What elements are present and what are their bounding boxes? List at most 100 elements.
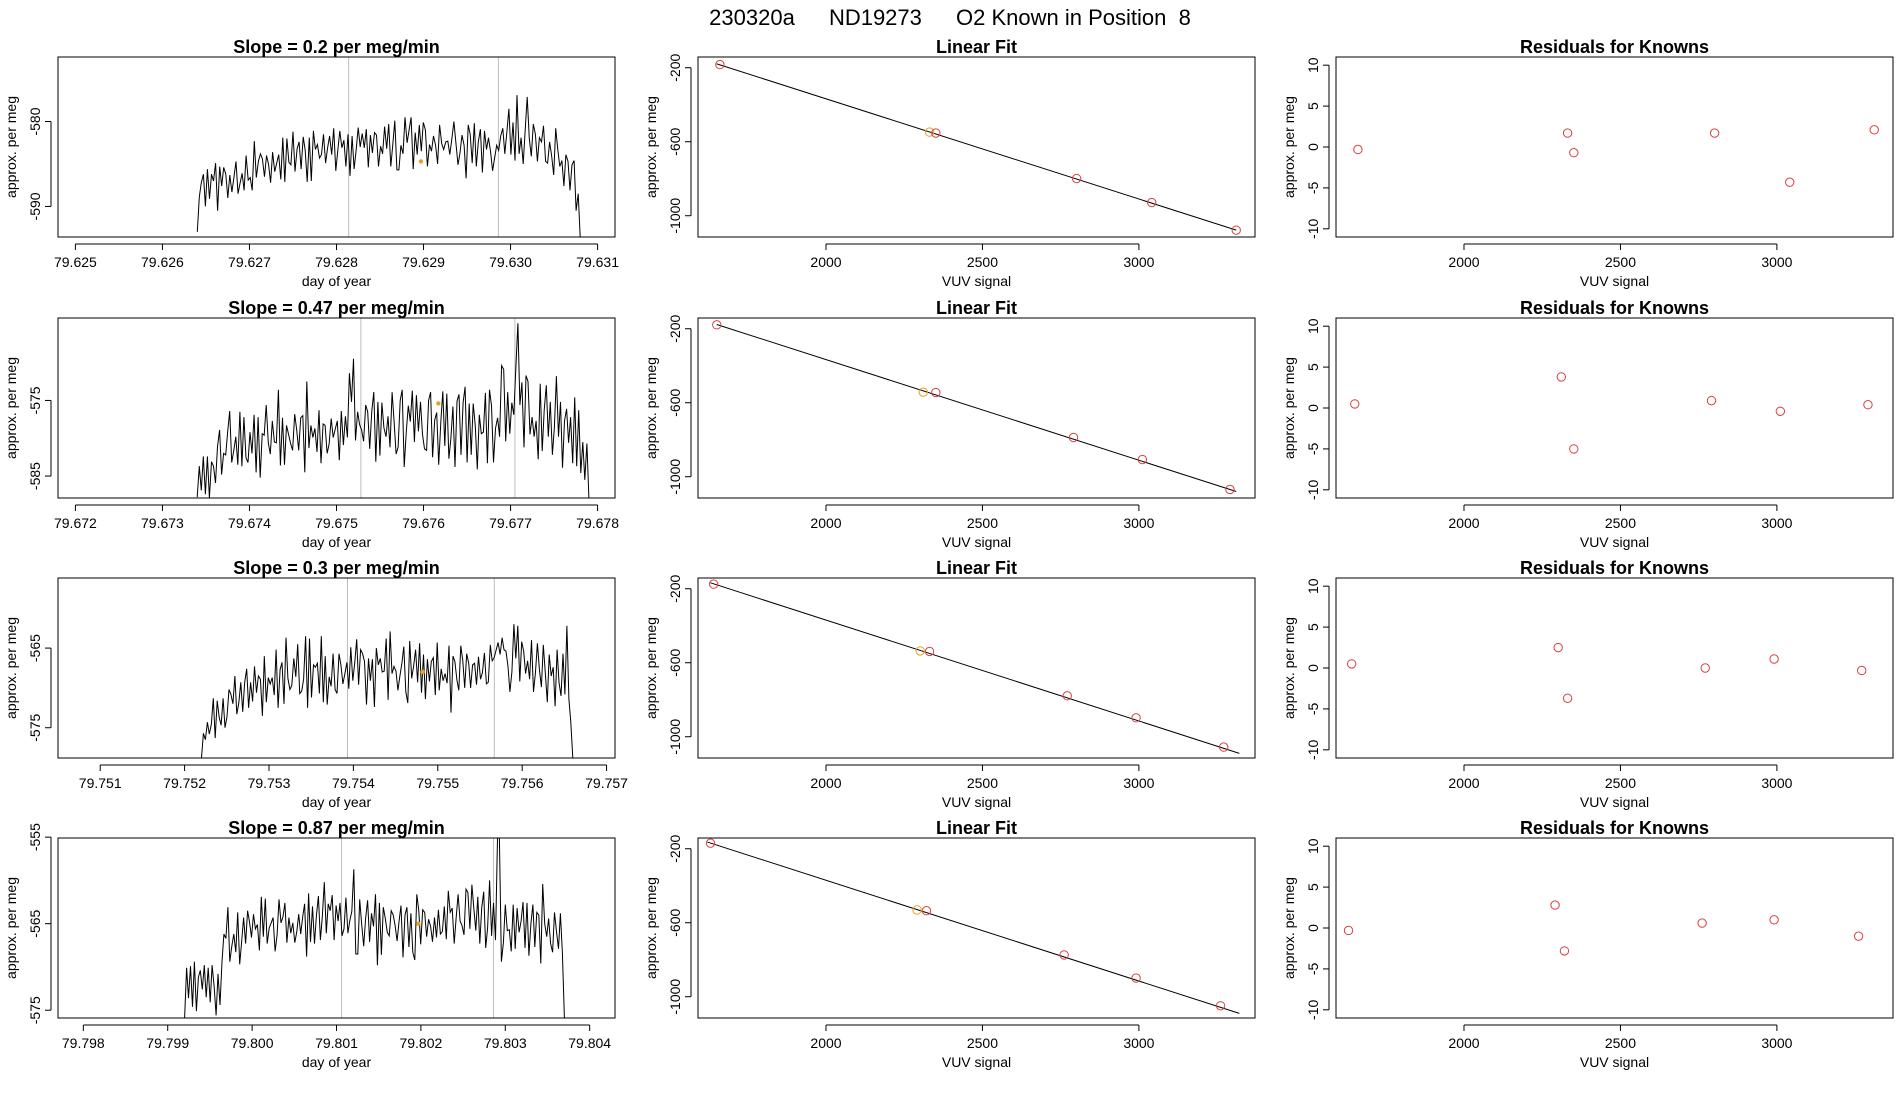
x-tick-label: 79.800: [231, 1035, 274, 1051]
panel-title: Residuals for Knowns: [1520, 298, 1709, 318]
x-axis-label: VUV signal: [942, 1054, 1011, 1070]
x-tick-label: 79.757: [585, 775, 628, 791]
y-tick-label: -200: [667, 315, 683, 343]
panel-linear-fit-row4: Linear Fit 2000 2500 3000 VUV signal -200 -600…: [643, 818, 1256, 1070]
x-tick-label: 3000: [1123, 515, 1154, 531]
fit-data-point: [1059, 950, 1069, 960]
y-tick-label: -200: [667, 54, 683, 82]
panel-residuals-row1: Residuals for Knowns 2000 2500 3000 VUV sign…: [1281, 37, 1894, 289]
fit-data-point: [1231, 225, 1241, 235]
fit-data-point: [715, 59, 725, 70]
x-tick-label: 3000: [1123, 254, 1154, 270]
x-axis-label: day of year: [302, 1054, 372, 1070]
x-axis-label: VUV signal: [942, 534, 1011, 550]
y-tick-label: -600: [667, 649, 683, 677]
plot-frame: [57, 317, 616, 499]
x-tick-label: 79.628: [315, 254, 358, 270]
fit-data-point: [708, 579, 719, 589]
panel-residuals-row2: Residuals for Knowns 2000 2500 3000 VUV sign…: [1281, 298, 1894, 550]
fit-data-point: [931, 128, 941, 138]
y-tick-label: -555: [27, 823, 43, 851]
y-tick-label: 10: [1305, 578, 1321, 594]
y-tick-label: -10: [1305, 739, 1321, 759]
x-tick-label: 79.803: [484, 1035, 527, 1051]
x-tick-label: 79.625: [54, 254, 97, 270]
residual-point: [1869, 125, 1879, 135]
residual-point: [1700, 663, 1710, 673]
fit-data-point: [1068, 432, 1079, 443]
y-tick-label: -600: [667, 389, 683, 417]
figure-title: 230320a ND19273 O2 Known in Position 8: [709, 5, 1191, 30]
residual-point: [1769, 915, 1779, 925]
residual-point: [1697, 918, 1707, 928]
panel-residuals-row4: Residuals for Knowns 2000 2500 3000 VUV sign…: [1281, 818, 1894, 1070]
x-tick-label: 3000: [1123, 775, 1154, 791]
fit-data-point: [915, 646, 925, 656]
residual-point: [1346, 659, 1357, 669]
known-mean-point: [418, 159, 424, 164]
y-tick-label: -5: [1305, 442, 1321, 455]
x-tick-label: 3000: [1761, 515, 1792, 531]
fit-data-point: [924, 127, 935, 137]
y-tick-label: -580: [27, 107, 43, 135]
residual-point: [1553, 642, 1563, 653]
x-tick-label: 2000: [810, 254, 841, 270]
x-axis-label: VUV signal: [1580, 1054, 1649, 1070]
panel-title: Linear Fit: [936, 37, 1017, 57]
known-mean-point: [416, 921, 421, 926]
x-tick-label: 79.630: [489, 254, 532, 270]
fit-data-point: [921, 906, 932, 916]
y-tick-label: -575: [27, 714, 43, 742]
x-tick-label: 79.629: [402, 254, 445, 270]
y-tick-label: -10: [1305, 218, 1321, 238]
fit-data-point: [1137, 454, 1148, 465]
x-tick-label: 79.802: [399, 1035, 442, 1051]
x-axis-label: VUV signal: [942, 794, 1011, 810]
residual-point: [1709, 128, 1720, 138]
x-tick-label: 2500: [1605, 775, 1636, 791]
fit-line: [716, 323, 1237, 493]
y-tick-label: -575: [27, 386, 43, 414]
panel-title: Linear Fit: [936, 818, 1017, 838]
residual-point: [1569, 444, 1579, 454]
x-tick-label: 2500: [1605, 515, 1636, 531]
x-tick-label: 3000: [1761, 775, 1792, 791]
y-tick-label: 5: [1305, 363, 1321, 371]
figure-title-run-id: 230320a: [709, 5, 795, 30]
y-tick-label: -10: [1305, 479, 1321, 499]
fit-data-point: [1147, 197, 1157, 208]
panel-timeseries-row3: Slope = 0.3 per meg/min 79.751 79.752 79.75…: [3, 558, 628, 810]
x-tick-label: 2500: [967, 254, 998, 270]
panel-grid: Slope = 0.2 per meg/min 79.625 79.626 79.62…: [3, 37, 1894, 1070]
signal-trace: [184, 837, 565, 1019]
y-tick-label: 10: [1305, 838, 1321, 854]
panel-linear-fit-row1: Linear Fit 2000 2500 3000 VUV signal -200 -600…: [643, 37, 1256, 289]
x-axis-label: day of year: [302, 273, 372, 289]
figure-title-tank-id: ND19273: [829, 5, 922, 30]
fit-data-point: [924, 646, 935, 657]
y-tick-label: 0: [1305, 404, 1321, 412]
x-axis-label: VUV signal: [1580, 794, 1649, 810]
panel-residuals-row3: Residuals for Knowns 2000 2500 3000 VUV sign…: [1281, 558, 1894, 810]
x-tick-label: 2500: [967, 515, 998, 531]
fit-data-point: [912, 905, 922, 915]
plot-frame: [57, 56, 616, 238]
signal-trace: [196, 323, 590, 499]
fit-data-point: [1215, 1001, 1226, 1011]
x-tick-label: 3000: [1761, 1035, 1792, 1051]
fit-data-point: [931, 387, 941, 398]
residual-point: [1706, 395, 1717, 406]
y-tick-label: 10: [1305, 57, 1321, 73]
x-tick-label: 2000: [1448, 254, 1479, 270]
fit-data-point: [705, 838, 716, 848]
plot-frame: [1335, 577, 1894, 759]
plot-frame: [697, 56, 1256, 238]
x-axis-label: VUV signal: [942, 273, 1011, 289]
x-tick-label: 2000: [1448, 1035, 1479, 1051]
x-tick-label: 79.674: [228, 515, 271, 531]
x-tick-label: 2500: [967, 775, 998, 791]
x-axis-label: day of year: [302, 534, 372, 550]
panel-timeseries-row1: Slope = 0.2 per meg/min 79.625 79.626 79.62…: [3, 37, 619, 289]
panel-title: Slope = 0.2 per meg/min: [233, 37, 440, 57]
